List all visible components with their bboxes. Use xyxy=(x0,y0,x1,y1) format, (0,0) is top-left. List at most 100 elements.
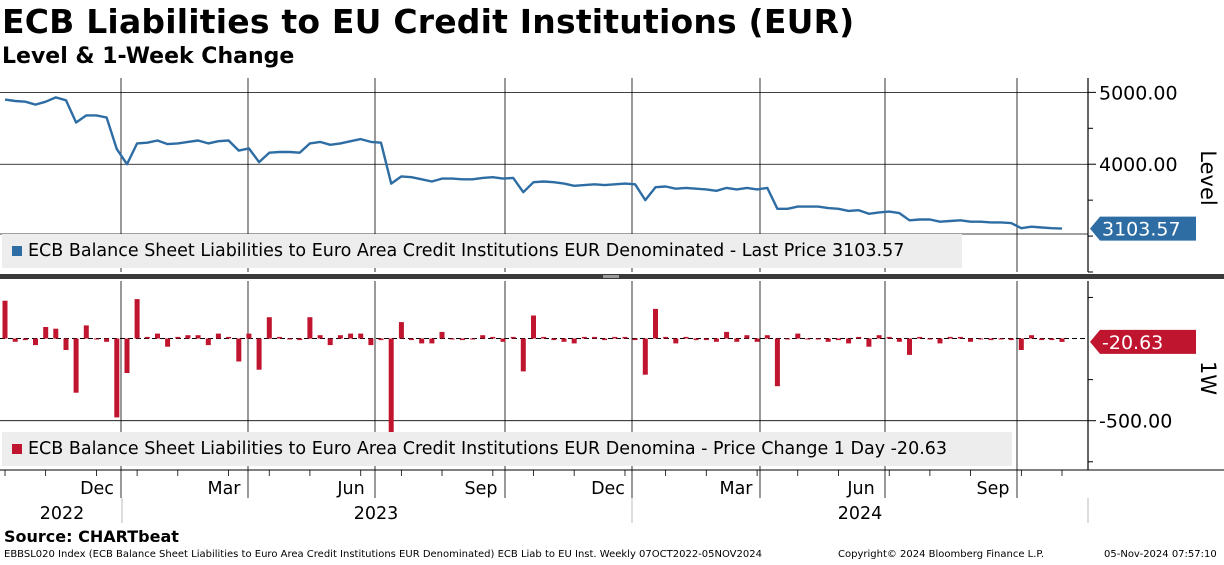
change-bar xyxy=(764,335,770,339)
change-bar xyxy=(805,338,811,340)
change-bar xyxy=(886,336,892,339)
change-bar xyxy=(409,338,414,341)
change-bar xyxy=(175,336,181,339)
x-month-label: Mar xyxy=(207,479,241,499)
change-bar xyxy=(1059,338,1065,342)
change-bar xyxy=(978,338,984,340)
x-month-label: Dec xyxy=(80,479,114,499)
change-bar xyxy=(653,308,658,339)
change-bar xyxy=(205,338,211,346)
level-last-tag-text: 3103.57 xyxy=(1102,219,1181,241)
change-bar xyxy=(815,338,821,340)
change-bar xyxy=(561,338,567,342)
legend-change-text: ECB Balance Sheet Liabilities to Euro Ar… xyxy=(28,439,948,459)
change-bar xyxy=(703,338,709,341)
change-bar xyxy=(124,338,130,373)
change-bar xyxy=(693,338,699,341)
change-bar xyxy=(398,322,404,339)
change-bar xyxy=(673,338,679,344)
change-bar xyxy=(429,338,435,344)
change-bar xyxy=(185,335,191,339)
change-bar xyxy=(22,338,28,341)
bottom-axis-title: 1W xyxy=(1196,361,1220,395)
change-bar xyxy=(348,333,354,339)
change-bar xyxy=(470,338,475,340)
change-bar xyxy=(520,338,526,372)
change-bar xyxy=(276,336,282,339)
change-bar xyxy=(1039,338,1045,341)
legend-level-text: ECB Balance Sheet Liabilities to Euro Ar… xyxy=(28,241,905,261)
change-bar xyxy=(419,338,425,344)
footer-copyright: Copyright© 2024 Bloomberg Finance L.P. xyxy=(838,549,1045,560)
change-bar xyxy=(2,300,8,339)
change-bar xyxy=(317,335,323,339)
change-bar xyxy=(358,333,364,339)
change-bar xyxy=(907,338,912,355)
change-last-tag-text: -20.63 xyxy=(1102,332,1163,354)
chart-subtitle: Level & 1-Week Change xyxy=(2,44,295,69)
change-bar xyxy=(12,338,18,342)
chart-title: ECB Liabilities to EU Credit Institution… xyxy=(2,2,855,41)
change-bar xyxy=(134,299,140,339)
change-bar xyxy=(449,338,455,340)
change-bar xyxy=(1018,338,1024,350)
change-bar xyxy=(998,338,1004,340)
change-bar xyxy=(825,338,831,342)
change-bar xyxy=(531,315,536,339)
change-bar xyxy=(297,338,303,341)
change-bar xyxy=(327,338,333,346)
change-bar xyxy=(236,338,242,362)
change-bar xyxy=(663,336,669,339)
footer-timestamp: 05-Nov-2024 07:57:10 xyxy=(1104,549,1217,560)
change-bar xyxy=(43,327,49,339)
change-bar xyxy=(846,338,852,344)
level-last-tag: 3103.57 xyxy=(1090,216,1196,241)
change-bar xyxy=(642,338,648,375)
change-bar xyxy=(866,338,872,347)
change-bar xyxy=(144,336,150,339)
change-bar xyxy=(266,317,272,339)
change-bar xyxy=(856,336,862,339)
change-bar xyxy=(1049,338,1055,341)
change-bar xyxy=(541,336,547,339)
footer-ticker-info: EBBSL020 Index (ECB Balance Sheet Liabil… xyxy=(4,549,762,560)
change-bar xyxy=(155,333,160,339)
legend-level-swatch xyxy=(12,246,22,256)
change-last-tag: -20.63 xyxy=(1090,329,1196,354)
x-month-label: Dec xyxy=(591,479,625,499)
change-bar xyxy=(937,338,943,344)
change-bar xyxy=(337,335,343,339)
change-bar xyxy=(1029,335,1034,339)
x-month-label: Jun xyxy=(846,479,874,499)
legend-change-swatch xyxy=(12,444,22,454)
change-bar xyxy=(104,338,110,342)
top-axis-title: Level xyxy=(1196,150,1220,205)
change-bar xyxy=(307,317,313,339)
change-bar xyxy=(53,328,59,339)
change-bar xyxy=(622,336,628,339)
change-bar xyxy=(63,338,69,350)
change-bar xyxy=(33,338,38,346)
change-bar xyxy=(500,338,506,342)
axis-layer: 4000.00 5000.00 -500.00 3103.57 -20.63 Level 1… xyxy=(0,78,1224,524)
change-bar xyxy=(388,338,394,433)
change-bar xyxy=(439,331,445,339)
change-bar xyxy=(754,338,760,342)
change-bar xyxy=(917,336,923,339)
change-bar xyxy=(785,338,791,340)
x-year-label: 2023 xyxy=(354,504,399,524)
change-bar xyxy=(165,338,171,347)
top-ytick-label: 4000.00 xyxy=(1099,154,1178,176)
change-bar xyxy=(632,338,638,341)
change-bar xyxy=(795,333,801,339)
top-ytick-label: 5000.00 xyxy=(1099,82,1178,104)
change-bar xyxy=(571,338,577,344)
change-bar xyxy=(83,325,89,339)
change-bar xyxy=(835,338,841,341)
change-bar xyxy=(968,338,973,342)
change-bar xyxy=(724,331,730,339)
x-month-label: Sep xyxy=(465,479,498,499)
change-bar xyxy=(774,338,780,387)
change-bar xyxy=(551,338,557,341)
bottom-ytick-label: -500.00 xyxy=(1099,411,1172,433)
